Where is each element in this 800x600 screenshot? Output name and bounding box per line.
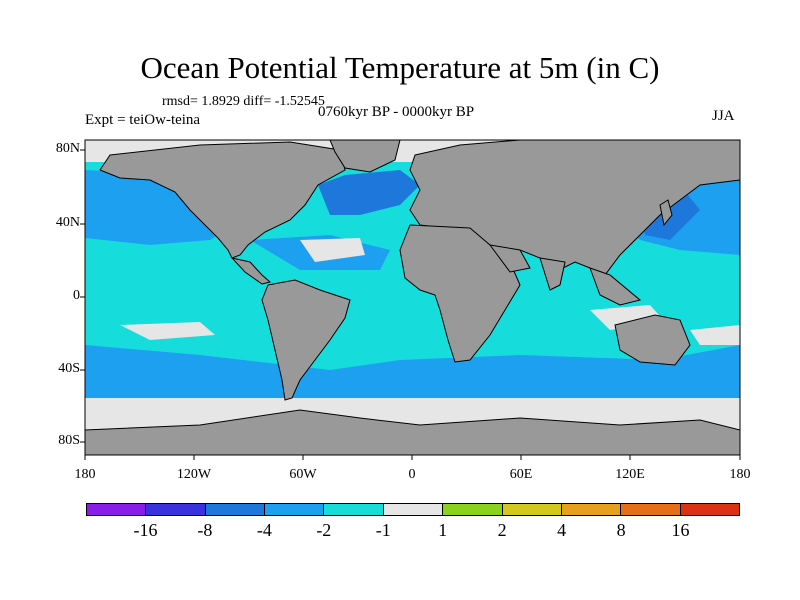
southern-ocean-cooling xyxy=(85,345,740,398)
india xyxy=(539,257,566,291)
colorbar-segment xyxy=(146,504,206,515)
colorbar-segment xyxy=(443,504,503,515)
season-label: JJA xyxy=(712,108,735,124)
colorbar-segment xyxy=(561,504,622,515)
y-tick-label: 40S xyxy=(58,361,80,376)
north-atlantic-strong-cooling xyxy=(318,170,420,215)
colorbar-label: 8 xyxy=(616,520,626,540)
south-pacific-neutral-patch xyxy=(120,322,215,340)
colorbar-segment xyxy=(383,504,444,515)
land-masses xyxy=(85,140,740,455)
colorbar-label: -8 xyxy=(197,520,213,540)
south-america xyxy=(261,279,351,401)
southeast-asia xyxy=(589,267,642,306)
atlantic-neutral-patch xyxy=(300,238,365,262)
colorbar-label: -16 xyxy=(133,520,158,540)
antarctica xyxy=(85,409,740,455)
stats-label: rmsd= 1.8929 diff= -1.52545 xyxy=(162,94,325,109)
y-tick-label: 0 xyxy=(73,288,80,303)
colorbar-label: -2 xyxy=(316,520,332,540)
colorbar-segment xyxy=(324,504,384,515)
y-tick-label: 80N xyxy=(55,141,80,156)
colorbar xyxy=(86,503,740,516)
greenland xyxy=(329,140,401,173)
colorbar-label: 4 xyxy=(557,520,567,540)
colorbar-label: -4 xyxy=(256,520,272,540)
x-tick-label: 180 xyxy=(729,467,751,482)
colorbar-segment xyxy=(265,504,325,515)
x-tick-label: 120W xyxy=(176,467,212,482)
x-tick-label: 60E xyxy=(509,467,533,482)
x-tick-label: 60W xyxy=(289,467,317,482)
colorbar-label: -1 xyxy=(375,520,391,540)
colorbar-segment xyxy=(502,504,562,515)
map-field xyxy=(85,140,740,455)
x-tick-label: 0 xyxy=(408,467,416,482)
colorbar-segment xyxy=(205,504,266,515)
japan xyxy=(659,199,673,227)
y-tick-label: 40N xyxy=(55,215,80,230)
y-tick-label: 80S xyxy=(58,433,80,448)
period-label: 0760kyr BP - 0000kyr BP xyxy=(318,104,475,120)
colorbar-label: 1 xyxy=(438,520,448,540)
colorbar-segment xyxy=(621,504,681,515)
x-tick-label: 120E xyxy=(615,467,645,482)
x-tick-label: 180 xyxy=(74,467,96,482)
figure-title: Ocean Potential Temperature at 5m (in C) xyxy=(140,50,660,85)
colorbar-segment xyxy=(680,504,739,515)
tick-marks xyxy=(80,149,741,460)
experiment-label: Expt = teiOw-teina xyxy=(85,112,201,128)
colorbar-label: 16 xyxy=(671,520,690,540)
australia xyxy=(614,314,691,366)
tasman-neutral-patch xyxy=(690,325,740,345)
colorbar-label: 2 xyxy=(497,520,507,540)
arabia xyxy=(488,244,531,273)
central-america xyxy=(230,257,272,285)
colorbar-segment xyxy=(87,504,147,515)
